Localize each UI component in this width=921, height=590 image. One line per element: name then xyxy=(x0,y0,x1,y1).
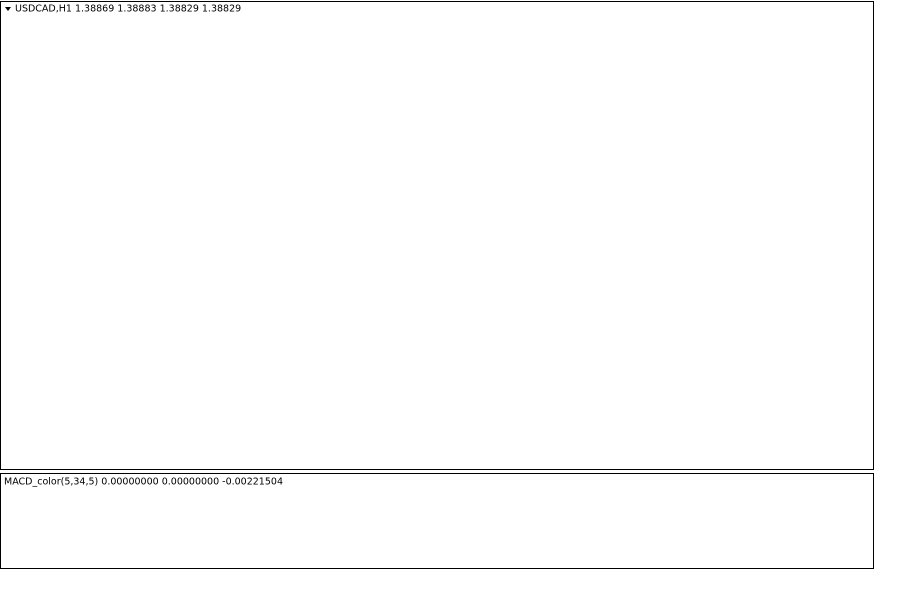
price-frame xyxy=(0,1,874,470)
macd-title: MACD_color(5,34,5) 0.00000000 0.00000000… xyxy=(4,477,283,488)
menu-arrow xyxy=(5,7,11,11)
price-title: USDCAD,H1 1.38869 1.38883 1.38829 1.3882… xyxy=(15,4,241,15)
macd-frame xyxy=(0,473,874,569)
